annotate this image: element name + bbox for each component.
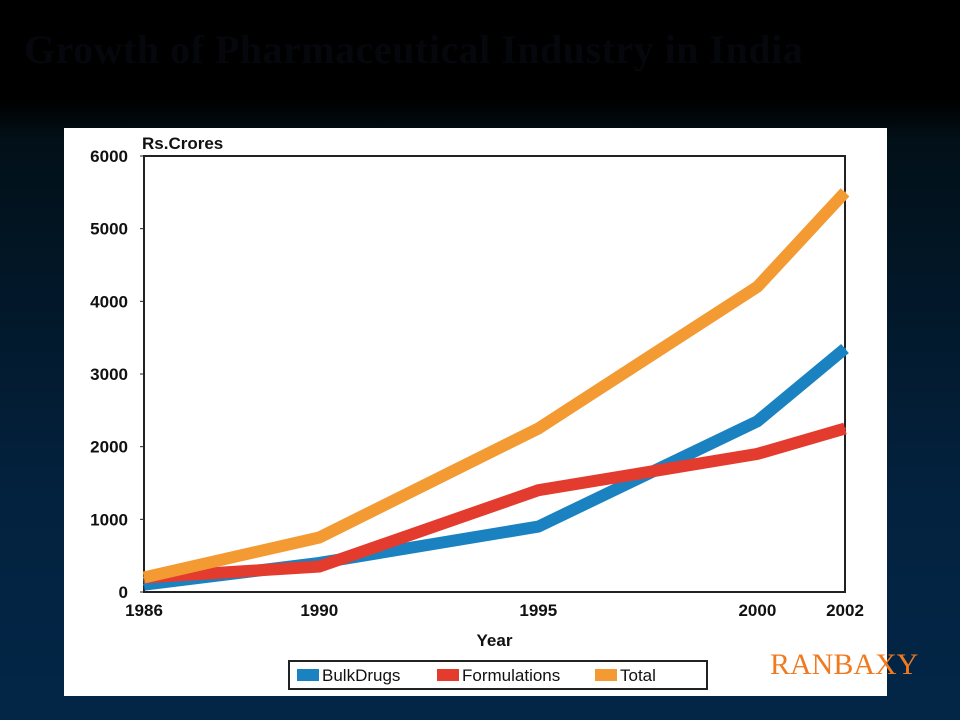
legend-label: Total	[620, 666, 656, 685]
data-point-total	[537, 427, 540, 430]
plot-frame	[143, 155, 846, 593]
data-point-total	[844, 191, 846, 194]
data-point-total	[318, 536, 321, 539]
brand-logo-text: RANBAXY	[770, 648, 919, 681]
data-point-total	[756, 285, 759, 288]
data-point-formulations	[844, 427, 846, 430]
legend-swatch	[297, 669, 319, 681]
title-band	[0, 0, 960, 100]
y-tick-label: 3000	[90, 365, 128, 384]
chart-panel: Rs.Crores 0 1000 2000 3000 4000 5000 6000 1986 19…	[64, 128, 887, 696]
x-tick-label: 2000	[738, 601, 776, 620]
legend-label: BulkDrugs	[322, 666, 400, 685]
y-tick-label: 0	[119, 583, 128, 602]
y-axis-label: Rs.Crores	[142, 134, 223, 153]
series-line-total	[142, 188, 850, 584]
y-tick-label: 6000	[90, 147, 128, 166]
x-tick-label: 1990	[300, 601, 338, 620]
x-axis-label: Year	[477, 631, 513, 650]
x-tick-label: 2002	[826, 601, 864, 620]
data-point-bulkdrugs	[537, 525, 540, 528]
y-tick-label: 1000	[90, 510, 128, 529]
data-point-formulations	[537, 489, 540, 492]
legend-box	[288, 660, 708, 690]
line-chart: Rs.Crores 0 1000 2000 3000 4000 5000 6000 1986 19…	[90, 134, 864, 690]
data-point-bulkdrugs	[143, 583, 145, 586]
data-point-formulations	[756, 452, 759, 455]
legend-swatch	[437, 669, 459, 681]
y-tick-label: 5000	[90, 220, 128, 239]
data-point-formulations	[318, 565, 321, 568]
data-point-total	[143, 576, 145, 579]
data-point-bulkdrugs	[756, 420, 759, 423]
y-tick-label: 2000	[90, 438, 128, 457]
data-point-bulkdrugs	[844, 347, 846, 350]
y-tick-label: 4000	[90, 292, 128, 311]
x-tick-label: 1986	[125, 601, 163, 620]
legend-swatch	[595, 669, 617, 681]
slide-title: Growth of Pharmaceutical Industry in Ind…	[24, 27, 804, 72]
legend-label: Formulations	[462, 666, 560, 685]
x-tick-label: 1995	[519, 601, 557, 620]
